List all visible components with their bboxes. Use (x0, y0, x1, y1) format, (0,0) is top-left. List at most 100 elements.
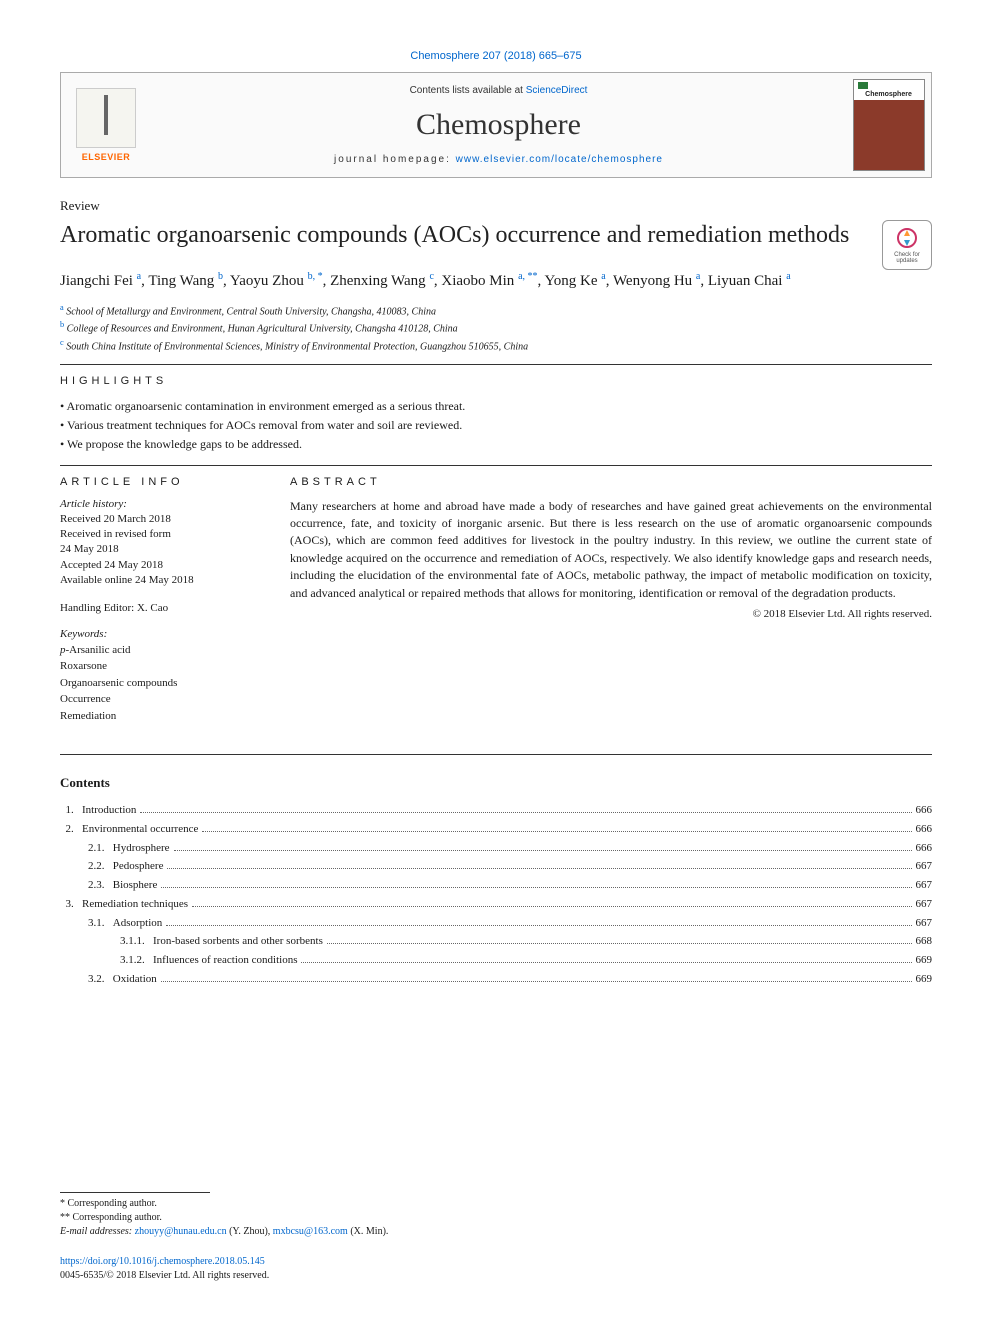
header-center: Contents lists available at ScienceDirec… (151, 73, 846, 177)
abstract-label: ABSTRACT (290, 476, 932, 488)
toc-row[interactable]: 2. Environmental occurrence 666 (60, 820, 932, 839)
elsevier-tree-icon (76, 88, 136, 148)
highlight-item: Aromatic organoarsenic contamination in … (60, 397, 932, 416)
article-info-column: ARTICLE INFO Article history: Received 2… (60, 476, 260, 725)
highlight-item: Various treatment techniques for AOCs re… (60, 416, 932, 435)
history-line: Received 20 March 2018 (60, 512, 260, 527)
history-block: Received 20 March 2018Received in revise… (60, 512, 260, 589)
toc-page: 666 (916, 839, 933, 858)
email-label: E-mail addresses: (60, 1226, 135, 1237)
homepage-line: journal homepage: www.elsevier.com/locat… (171, 154, 826, 165)
toc-page: 669 (916, 951, 933, 970)
affiliations: a School of Metallurgy and Environment, … (60, 302, 932, 354)
article-title: Aromatic organoarsenic compounds (AOCs) … (60, 220, 849, 250)
toc-label: Hydrosphere (113, 839, 170, 858)
elsevier-text: ELSEVIER (82, 152, 131, 162)
contents-prefix: Contents lists available at (410, 85, 526, 96)
issn-copyright: 0045-6535/© 2018 Elsevier Ltd. All right… (60, 1270, 269, 1281)
toc-dots (202, 831, 911, 832)
toc-number: 3.1.2. (60, 951, 153, 970)
history-line: Received in revised form (60, 527, 260, 542)
history-line: Available online 24 May 2018 (60, 573, 260, 588)
keywords-block: p-Arsanilic acidRoxarsoneOrganoarsenic c… (60, 642, 260, 725)
cover-title-text: Chemosphere (854, 91, 924, 98)
toc-dots (161, 887, 911, 888)
toc-row[interactable]: 1. Introduction 666 (60, 801, 932, 820)
toc-page: 667 (916, 876, 933, 895)
highlights-label: HIGHLIGHTS (60, 375, 932, 387)
journal-header: ELSEVIER Contents lists available at Sci… (60, 72, 932, 178)
toc-number: 3. (60, 895, 82, 914)
email-link-1[interactable]: zhouyy@hunau.edu.cn (135, 1226, 227, 1237)
toc-label: Remediation techniques (82, 895, 188, 914)
homepage-link[interactable]: www.elsevier.com/locate/chemosphere (456, 154, 663, 165)
keywords-label: Keywords: (60, 628, 260, 640)
highlight-item: We propose the knowledge gaps to be addr… (60, 435, 932, 454)
toc-label: Oxidation (113, 970, 157, 989)
toc-dots (327, 943, 912, 944)
toc-label: Environmental occurrence (82, 820, 198, 839)
footer: * Corresponding author. ** Corresponding… (60, 1192, 932, 1283)
journal-name: Chemosphere (171, 108, 826, 142)
toc-page: 666 (916, 820, 933, 839)
keyword-line: p-Arsanilic acid (60, 642, 260, 659)
toc-row[interactable]: 2.2. Pedosphere 667 (60, 857, 932, 876)
doi-link[interactable]: https://doi.org/10.1016/j.chemosphere.20… (60, 1256, 265, 1267)
homepage-prefix: journal homepage: (334, 154, 456, 165)
email-name-1: (Y. Zhou), (227, 1226, 273, 1237)
toc-page: 667 (916, 895, 933, 914)
email-name-2: (X. Min). (348, 1226, 389, 1237)
toc-number: 2.2. (60, 857, 113, 876)
toc-row[interactable]: 3.1. Adsorption 667 (60, 914, 932, 933)
email-link-2[interactable]: mxbcsu@163.com (273, 1226, 348, 1237)
toc-page: 667 (916, 914, 933, 933)
citation-link[interactable]: Chemosphere 207 (2018) 665–675 (60, 50, 932, 62)
toc-dots (161, 981, 912, 982)
article-info-label: ARTICLE INFO (60, 476, 260, 488)
abstract-column: ABSTRACT Many researchers at home and ab… (290, 476, 932, 725)
sciencedirect-link[interactable]: ScienceDirect (526, 85, 588, 96)
affiliation-line: b College of Resources and Environment, … (60, 319, 932, 336)
highlights-section: HIGHLIGHTS Aromatic organoarsenic contam… (60, 375, 932, 455)
check-updates-badge[interactable]: Check for updates (882, 220, 932, 270)
toc-row[interactable]: 3. Remediation techniques 667 (60, 895, 932, 914)
divider (60, 465, 932, 466)
toc-page: 667 (916, 857, 933, 876)
toc-dots (140, 812, 911, 813)
toc-number: 2.1. (60, 839, 113, 858)
toc-label: Adsorption (113, 914, 163, 933)
toc-number: 2. (60, 820, 82, 839)
toc-number: 1. (60, 801, 82, 820)
toc-row[interactable]: 3.1.2. Influences of reaction conditions… (60, 951, 932, 970)
elsevier-logo[interactable]: ELSEVIER (61, 73, 151, 177)
toc-dots (166, 925, 911, 926)
toc-dots (192, 906, 912, 907)
affiliation-line: c South China Institute of Environmental… (60, 337, 932, 354)
history-line: 24 May 2018 (60, 542, 260, 557)
journal-cover-thumb[interactable]: Chemosphere (846, 73, 931, 177)
toc-label: Influences of reaction conditions (153, 951, 297, 970)
contents-available-line: Contents lists available at ScienceDirec… (171, 85, 826, 96)
keyword-line: Roxarsone (60, 658, 260, 675)
toc-number: 3.1.1. (60, 932, 153, 951)
keyword-line: Remediation (60, 708, 260, 725)
toc-row[interactable]: 2.1. Hydrosphere 666 (60, 839, 932, 858)
toc-page: 669 (916, 970, 933, 989)
toc-number: 3.2. (60, 970, 113, 989)
check-updates-label: Check for updates (883, 252, 931, 264)
divider (60, 754, 932, 755)
keyword-line: Occurrence (60, 691, 260, 708)
authors-line: Jiangchi Fei a, Ting Wang b, Yaoyu Zhou … (60, 270, 932, 292)
toc-dots (174, 850, 912, 851)
toc-dots (167, 868, 911, 869)
highlights-list: Aromatic organoarsenic contamination in … (60, 397, 932, 455)
toc-row[interactable]: 2.3. Biosphere 667 (60, 876, 932, 895)
toc-label: Iron-based sorbents and other sorbents (153, 932, 323, 951)
corresponding-author-1: * Corresponding author. (60, 1197, 932, 1211)
toc-row[interactable]: 3.2. Oxidation 669 (60, 970, 932, 989)
toc-number: 2.3. (60, 876, 113, 895)
toc-number: 3.1. (60, 914, 113, 933)
toc-row[interactable]: 3.1.1. Iron-based sorbents and other sor… (60, 932, 932, 951)
keyword-line: Organoarsenic compounds (60, 675, 260, 692)
contents-title: Contents (60, 775, 932, 791)
